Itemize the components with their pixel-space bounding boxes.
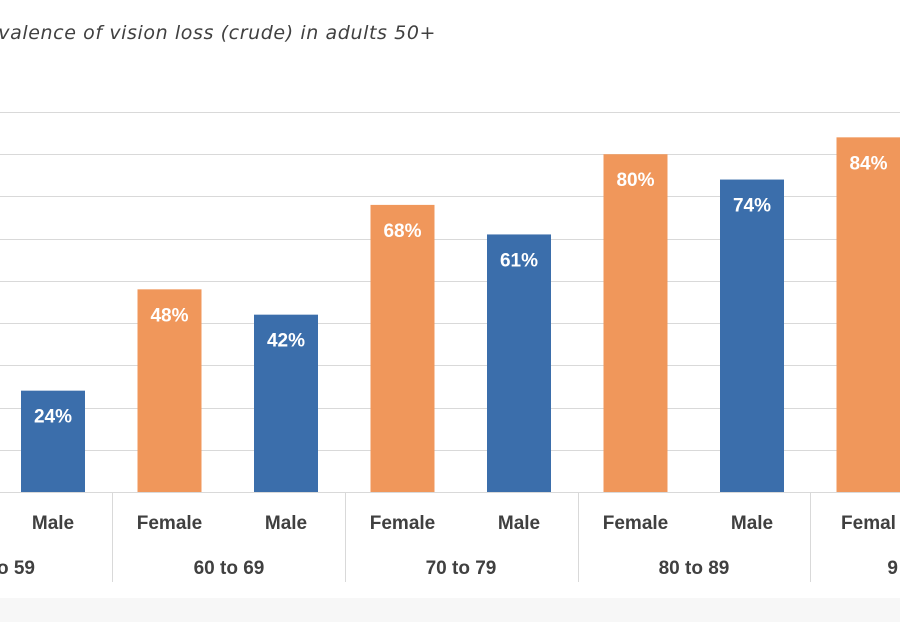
bar: [370, 204, 435, 492]
data-label: 68%: [383, 221, 421, 242]
x-tick-label-sex: Male: [265, 513, 307, 534]
x-tick-label-sex: Female: [603, 513, 668, 534]
bar: [254, 314, 318, 492]
data-label: 42%: [267, 331, 305, 352]
data-label: 61%: [500, 250, 538, 271]
data-labels: 24% 48% 42% 68% 61% 80% 74% 84%: [34, 153, 888, 427]
bar: [603, 154, 668, 492]
chart-title: evalence of vision loss (crude) in adult…: [0, 22, 437, 44]
x-tick-label-sex: Male: [731, 513, 773, 534]
bar: [720, 179, 784, 493]
x-tick-label-sex: Female: [370, 513, 435, 534]
bar: [21, 390, 85, 492]
bar: [836, 137, 900, 493]
bottom-strip: [0, 598, 900, 622]
data-label: 80%: [616, 170, 654, 191]
bar: [487, 234, 551, 492]
x-axis: Male Female Male Female Male Female Male Femal o…: [0, 492, 900, 582]
x-tick-label-sex: Male: [32, 513, 74, 534]
x-tick-label-sex: Male: [498, 513, 540, 534]
bar: [137, 289, 202, 492]
data-label: 74%: [733, 196, 771, 217]
x-tick-label-age-group: 80 to 89: [659, 558, 730, 579]
data-label: 48%: [150, 305, 188, 326]
x-tick-label-age-group: 60 to 69: [194, 558, 265, 579]
data-label: 84%: [849, 153, 887, 174]
x-tick-label-age-group: o 59: [0, 558, 35, 579]
bars: [21, 137, 900, 493]
x-tick-label-sex: Female: [137, 513, 202, 534]
x-tick-label-sex: Femal: [841, 513, 896, 534]
x-tick-label-age-group: 9: [887, 558, 898, 579]
data-label: 24%: [34, 407, 72, 428]
x-tick-label-age-group: 70 to 79: [426, 558, 497, 579]
